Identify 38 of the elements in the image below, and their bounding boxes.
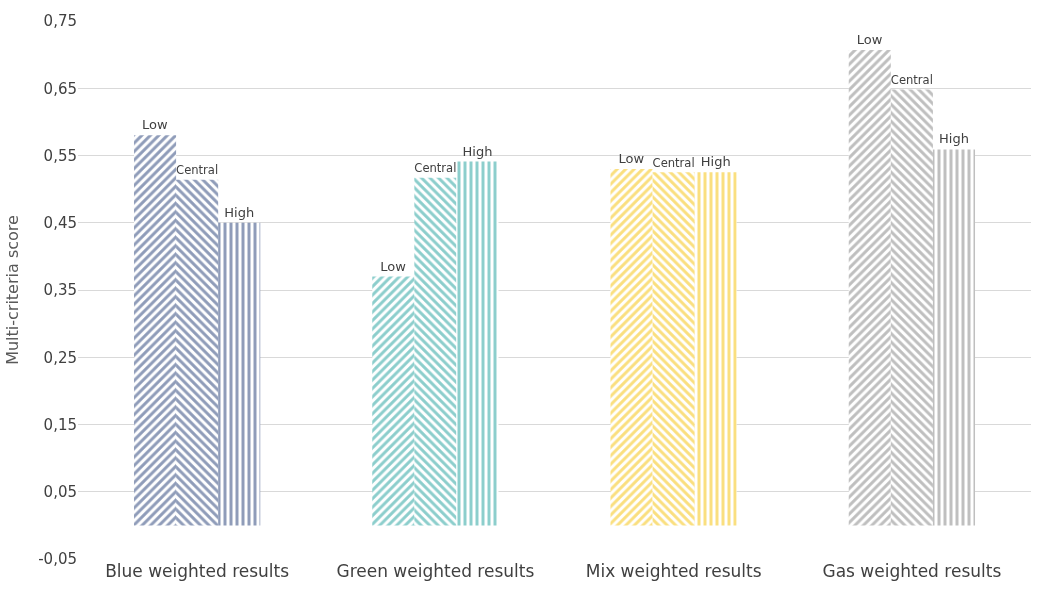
series-label: High bbox=[224, 204, 255, 220]
bar bbox=[694, 172, 737, 526]
text: High bbox=[939, 131, 969, 147]
bar bbox=[848, 49, 891, 526]
text: Central bbox=[652, 155, 695, 170]
text: High bbox=[700, 154, 731, 170]
text: Central bbox=[176, 163, 219, 178]
bar bbox=[414, 177, 457, 526]
y-tick-label: 0,35 bbox=[43, 281, 77, 300]
bar bbox=[372, 276, 415, 526]
series-label: Central bbox=[414, 161, 457, 176]
y-tick-label: 0,75 bbox=[43, 12, 77, 31]
text: Low bbox=[380, 258, 406, 274]
y-tick-label: 0,25 bbox=[43, 348, 77, 367]
text: Low bbox=[618, 150, 645, 166]
y-tick-label: 0,45 bbox=[43, 214, 77, 232]
y-tick-label: 0,55 bbox=[43, 146, 77, 165]
x-tick-label: Mix weighted results bbox=[585, 561, 762, 581]
x-tick-label: Gas weighted results bbox=[822, 561, 1002, 581]
bar bbox=[218, 222, 261, 526]
y-axis-title: Multi-criteria score bbox=[3, 215, 23, 365]
text: High bbox=[462, 143, 493, 159]
y-tick-label: 0,15 bbox=[43, 415, 77, 434]
y-tick-label: 0,05 bbox=[43, 483, 77, 501]
x-tick-label: Green weighted results bbox=[336, 561, 535, 581]
series-label: Low bbox=[142, 117, 169, 133]
bar bbox=[932, 149, 976, 526]
bar bbox=[456, 161, 499, 526]
bar bbox=[652, 172, 695, 526]
y-tick-label: -0,05 bbox=[38, 550, 77, 569]
y-tick-label: 0,65 bbox=[43, 79, 77, 98]
bar bbox=[890, 89, 933, 526]
bar bbox=[610, 168, 653, 526]
bar bbox=[133, 135, 177, 526]
text: Central bbox=[890, 72, 933, 87]
bar bbox=[176, 179, 219, 526]
text: Low bbox=[856, 31, 883, 47]
x-tick-label: Blue weighted results bbox=[105, 561, 290, 581]
